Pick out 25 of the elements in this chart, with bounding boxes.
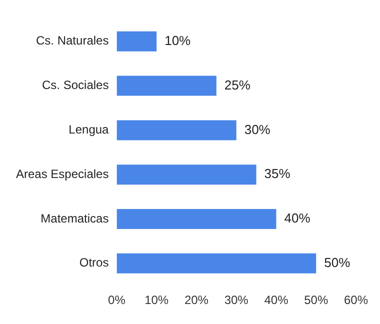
y-tick-label: Areas Especiales [16,166,109,181]
data-label: 30% [244,122,271,137]
x-tick-label: 10% [144,293,169,308]
bar [116,209,276,229]
y-tick-label: Matematicas [40,211,109,226]
x-tick-label: 60% [344,293,368,308]
bar [116,76,216,96]
y-tick-label: Cs. Sociales [42,78,109,92]
x-tick-label: 50% [304,293,328,308]
y-tick-label: Otros [79,256,109,270]
x-tick-label: 20% [184,293,209,308]
data-label: 40% [284,210,311,226]
x-tick-label: 30% [224,293,249,308]
bar [116,120,236,140]
data-label: 25% [224,77,251,92]
x-tick-label: 40% [264,293,289,308]
data-label: 35% [264,166,291,182]
y-tick-label: Lengua [68,122,110,137]
data-label: 50% [324,254,351,270]
data-label: 10% [164,32,192,48]
x-tick-label: 0% [108,293,126,308]
bar [116,253,316,274]
bar [116,31,157,52]
bar [116,164,256,185]
y-tick-label: Cs. Naturales [36,34,109,48]
